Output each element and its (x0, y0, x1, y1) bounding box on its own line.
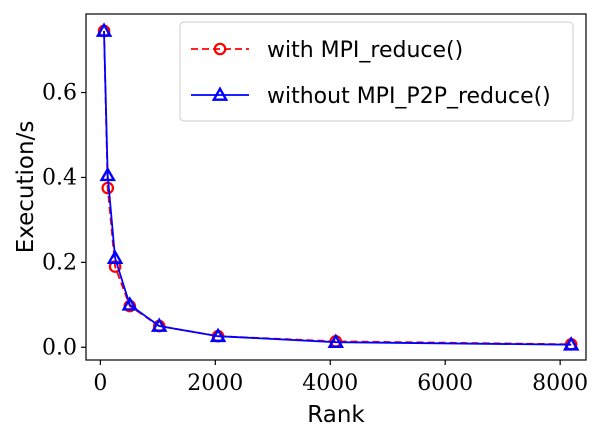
data-point-triangle (327, 333, 345, 349)
data-point-triangle (106, 249, 124, 264)
legend-frame (179, 21, 574, 122)
x-tick-label: 0 (93, 371, 107, 396)
x-tick-label: 8000 (532, 371, 588, 396)
legend-item: without MPI_P2P_reduce() (191, 84, 551, 109)
data-point-triangle (121, 296, 139, 311)
legend-circle-marker (213, 42, 227, 56)
legend-entries: with MPI_reduce()without MPI_P2P_reduce(… (191, 38, 551, 109)
series-layer (95, 22, 580, 351)
data-point-triangle (150, 317, 168, 332)
axis-ticks: 0 2000 4000 6000 8000 0.0 0.2 0.4 0.6 (42, 81, 588, 396)
data-point-triangle (209, 327, 227, 343)
data-point-triangle (99, 166, 116, 182)
y-tick-label: 0.4 (42, 165, 77, 190)
y-tick-label: 0.2 (42, 250, 77, 275)
legend-triangle-marker (211, 86, 229, 101)
legend-item: with MPI_reduce() (191, 38, 463, 63)
y-axis-title: Execution/s (13, 121, 39, 254)
plot-frame (85, 13, 587, 361)
data-point-circle (108, 260, 122, 273)
legend-label: with MPI_reduce() (267, 38, 463, 63)
x-tick-label: 4000 (302, 371, 358, 396)
data-point-triangle (562, 336, 580, 351)
x-axis-title: Rank (307, 402, 365, 428)
series-line (103, 30, 572, 346)
series-line (103, 30, 572, 346)
x-tick-label: 2000 (187, 371, 243, 396)
legend-label: without MPI_P2P_reduce() (267, 84, 551, 109)
legend: with MPI_reduce()without MPI_P2P_reduce(… (179, 21, 574, 122)
series-2 (95, 22, 580, 351)
x-tick-label: 6000 (417, 371, 473, 396)
y-tick-label: 0.0 (42, 335, 77, 360)
data-point-triangle (95, 22, 113, 37)
y-tick-label: 0.6 (42, 81, 77, 106)
